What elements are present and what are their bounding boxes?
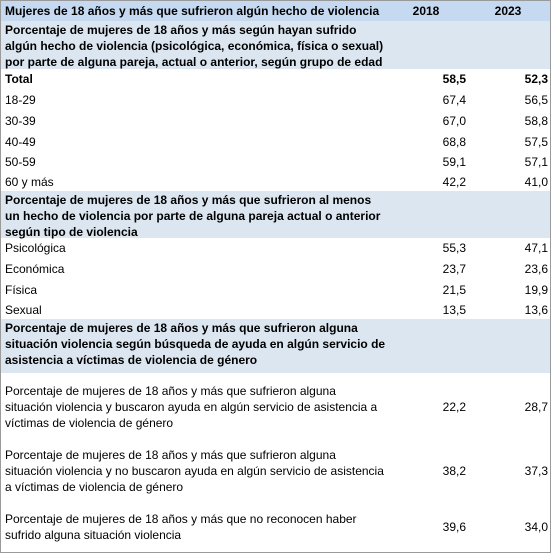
row-label: Sexual — [5, 302, 42, 317]
row-value: 38,2 — [442, 464, 466, 478]
row-value: 39,6 — [442, 520, 466, 534]
row-value: 13,5 — [442, 302, 466, 317]
row-label: Porcentaje de mujeres de 18 años y más q… — [5, 512, 357, 542]
row-value: 58,5 — [442, 72, 466, 86]
data-row: 30-39 67,0 58,8 — [1, 110, 550, 131]
row-label: 30-39 — [5, 113, 36, 128]
row-value: 58,8 — [524, 113, 548, 128]
row-value: 67,0 — [442, 113, 466, 128]
row-value: 68,8 — [442, 134, 466, 149]
header-year: 2018 — [412, 4, 440, 18]
row-value: 23,6 — [524, 261, 548, 276]
data-row: 40-49 68,8 57,5 — [1, 131, 550, 152]
row-label: Económica — [5, 261, 65, 276]
data-row: 50-59 59,1 57,1 — [1, 152, 550, 172]
row-value: 28,7 — [524, 400, 548, 414]
row-value: 59,1 — [442, 155, 466, 169]
section-title: Porcentaje de mujeres de 18 años y más s… — [5, 23, 384, 69]
data-row: Porcentaje de mujeres de 18 años y más q… — [1, 441, 550, 501]
data-row: Psicológica 55,3 47,1 — [1, 238, 550, 258]
section-header: Porcentaje de mujeres de 18 años y más s… — [1, 21, 550, 69]
row-value: 23,7 — [442, 261, 466, 276]
header-title: Mujeres de 18 años y más que sufrieron a… — [5, 4, 380, 18]
row-value: 37,3 — [524, 464, 548, 478]
section-header: Porcentaje de mujeres de 18 años y más q… — [1, 319, 550, 373]
row-value: 22,2 — [442, 400, 466, 414]
row-value: 41,0 — [524, 174, 548, 189]
header-year: 2023 — [494, 4, 522, 18]
row-value: 42,2 — [442, 174, 466, 189]
row-label: 18-29 — [5, 92, 36, 107]
row-value: 57,5 — [524, 134, 548, 149]
row-value: 55,3 — [442, 241, 466, 255]
row-label: Total — [5, 72, 33, 86]
row-label: Porcentaje de mujeres de 18 años y más q… — [5, 384, 378, 430]
data-row: Económica 23,7 23,6 — [1, 258, 550, 279]
section-title: Porcentaje de mujeres de 18 años y más q… — [5, 321, 386, 367]
row-value: 56,5 — [524, 92, 548, 107]
row-label: 60 y más — [5, 174, 54, 189]
data-row: Porcentaje de mujeres de 18 años y más q… — [1, 501, 550, 553]
header-row: Mujeres de 18 años y más que sufrieron a… — [1, 1, 550, 21]
data-row: Sexual 13,5 13,6 — [1, 300, 550, 319]
row-label: Física — [5, 282, 38, 297]
section-title: Porcentaje de mujeres de 18 años y más q… — [5, 193, 381, 239]
data-row: 60 y más 42,2 41,0 — [1, 172, 550, 191]
row-label: Porcentaje de mujeres de 18 años y más q… — [5, 448, 384, 494]
row-label: 50-59 — [5, 155, 36, 169]
row-value: 21,5 — [442, 282, 466, 297]
row-value: 57,1 — [524, 155, 548, 169]
row-value: 34,0 — [524, 520, 548, 534]
data-row: Física 21,5 19,9 — [1, 279, 550, 300]
data-row: Porcentaje de mujeres de 18 años y más q… — [1, 373, 550, 441]
row-value: 13,6 — [524, 302, 548, 317]
row-value: 52,3 — [524, 72, 548, 86]
row-value: 67,4 — [442, 92, 466, 107]
row-label: Psicológica — [5, 241, 66, 255]
data-row: Total 58,5 52,3 — [1, 69, 550, 89]
row-value: 47,1 — [524, 241, 548, 255]
row-value: 19,9 — [524, 282, 548, 297]
data-row: 18-29 67,4 56,5 — [1, 89, 550, 110]
section-header: Porcentaje de mujeres de 18 años y más q… — [1, 191, 550, 239]
row-label: 40-49 — [5, 134, 36, 149]
